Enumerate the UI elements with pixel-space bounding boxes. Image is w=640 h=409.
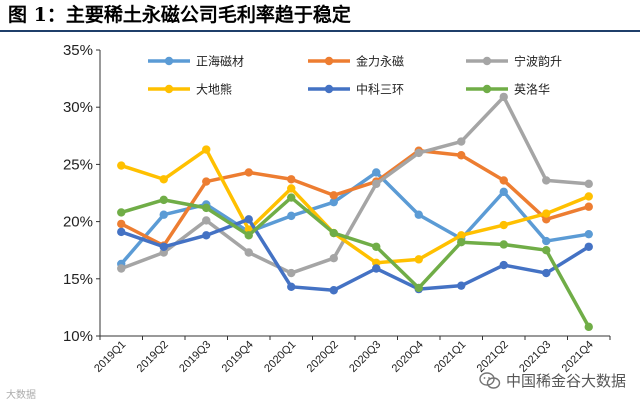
data-point — [202, 203, 211, 213]
data-point — [499, 187, 508, 197]
x-tick-label: 2021Q1 — [432, 339, 468, 375]
legend-label: 金力永磁 — [356, 54, 404, 69]
y-tick-label: 20% — [63, 214, 93, 231]
data-point — [457, 237, 466, 247]
data-point — [159, 210, 168, 219]
data-point — [499, 92, 508, 102]
data-point — [202, 231, 211, 240]
data-point — [542, 268, 551, 278]
data-point — [287, 193, 296, 202]
data-point — [244, 168, 253, 177]
y-tick-label: 35% — [63, 42, 93, 59]
figure-title: 图 1：主要稀土永磁公司毛利率趋于稳定 — [8, 4, 351, 26]
data-point — [329, 228, 338, 238]
data-point — [117, 264, 126, 273]
data-point — [542, 176, 551, 185]
data-point — [542, 209, 551, 218]
legend-label: 大地熊 — [196, 82, 232, 97]
data-point — [287, 184, 296, 193]
data-point — [329, 254, 338, 263]
wechat-icon — [479, 371, 501, 389]
x-tick-label: 2020Q1 — [262, 339, 298, 375]
data-point — [457, 231, 466, 240]
x-tick-label: 2020Q2 — [305, 339, 341, 375]
y-tick-label: 25% — [63, 156, 93, 173]
data-point — [414, 255, 423, 264]
data-point — [202, 216, 211, 225]
data-point — [244, 215, 253, 224]
x-tick-label: 2020Q4 — [390, 339, 426, 375]
data-point — [117, 219, 126, 229]
legend-marker — [324, 56, 334, 66]
watermark-left: 大数据 — [6, 386, 36, 401]
legend-marker — [482, 84, 492, 94]
data-point — [414, 148, 423, 158]
data-point — [457, 137, 466, 146]
watermark-left-text: 大数据 — [6, 390, 36, 401]
x-tick-label: 2019Q2 — [135, 339, 171, 375]
title-divider — [0, 30, 640, 32]
x-tick-label: 2020Q3 — [347, 339, 383, 375]
legend-marker — [164, 84, 174, 94]
data-point — [542, 236, 551, 246]
x-tick-label: 2019Q4 — [220, 339, 256, 375]
series-line — [119, 217, 591, 292]
data-point — [584, 192, 593, 201]
legend-marker — [164, 56, 174, 66]
x-tick-label: 2019Q3 — [177, 339, 213, 375]
data-point — [287, 211, 296, 221]
data-point — [329, 197, 338, 207]
data-point — [584, 202, 593, 211]
data-point — [372, 264, 381, 273]
data-point — [117, 208, 126, 217]
data-point — [244, 248, 253, 257]
data-point — [372, 168, 381, 177]
data-point — [117, 161, 126, 170]
y-tick-label: 30% — [63, 99, 93, 116]
watermark-right: 中国稀金谷大数据 — [479, 370, 626, 391]
data-point — [584, 242, 593, 251]
data-point — [542, 246, 551, 255]
x-tick-label: 2019Q1 — [92, 339, 128, 375]
data-point — [457, 151, 466, 160]
data-point — [414, 210, 423, 219]
data-point — [414, 283, 423, 293]
data-point — [159, 195, 168, 205]
legend-marker — [324, 84, 334, 94]
data-point — [244, 231, 253, 240]
legend-label: 英洛华 — [514, 82, 550, 97]
data-point — [287, 175, 296, 184]
data-point — [287, 282, 296, 292]
y-tick-label: 10% — [63, 328, 93, 345]
data-point — [372, 242, 381, 251]
data-point — [202, 177, 211, 186]
data-point — [584, 179, 593, 189]
legend-marker — [482, 56, 492, 66]
legend-label: 中科三环 — [356, 82, 404, 97]
data-point — [287, 268, 296, 278]
series-line — [119, 95, 591, 275]
data-point — [457, 281, 466, 290]
y-tick-label: 15% — [63, 271, 93, 288]
data-point — [499, 176, 508, 185]
data-point — [329, 191, 338, 200]
data-point — [117, 227, 126, 237]
legend-label: 正海磁材 — [196, 54, 244, 69]
data-point — [202, 145, 211, 154]
series-line — [119, 195, 591, 329]
data-point — [499, 240, 508, 249]
data-point — [329, 286, 338, 295]
data-point — [372, 179, 381, 189]
data-point — [499, 260, 508, 270]
data-point — [584, 229, 593, 239]
watermark-right-text: 中国稀金谷大数据 — [505, 372, 626, 390]
series-line — [119, 148, 591, 248]
series-line — [119, 147, 591, 265]
legend-label: 宁波韵升 — [514, 54, 562, 69]
data-point — [499, 220, 508, 230]
data-point — [159, 242, 168, 251]
data-point — [584, 322, 593, 332]
data-point — [159, 175, 168, 184]
